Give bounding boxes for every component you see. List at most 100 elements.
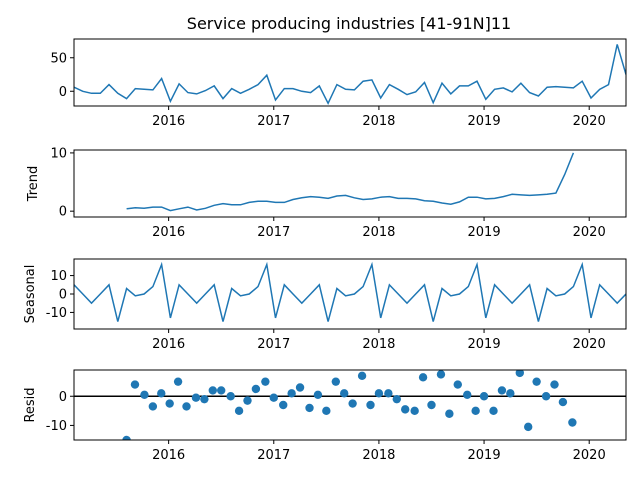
resid-point (200, 394, 209, 404)
y-tick-label: 10 (50, 146, 67, 161)
axes-frame (73, 149, 627, 218)
resid-point (217, 386, 226, 395)
resid-point (234, 406, 244, 416)
y-tick-label: 0 (59, 390, 67, 405)
x-tick-label: 2016 (152, 114, 185, 129)
resid-point (418, 373, 428, 382)
panels: 0 50 2016 2017 2018 2019 2020 0 10 2016 2017 2018 20… (23, 38, 627, 463)
resid-point (322, 406, 331, 416)
resid-point (182, 402, 191, 411)
y-tick-label: 0 (59, 288, 67, 303)
resid-point (226, 392, 235, 401)
resid-point (261, 377, 270, 386)
resid-point (157, 389, 166, 398)
resid-point (243, 396, 252, 405)
x-tick-label: 2019 (468, 225, 501, 240)
y-tick-label: 50 (50, 51, 67, 66)
resid-point (524, 422, 533, 432)
x-tick-label: 2017 (257, 114, 290, 129)
y-axis-label: Resid (23, 387, 38, 422)
plot-area (74, 370, 626, 440)
axes-frame (73, 258, 627, 330)
resid-point (269, 393, 278, 402)
resid-point (173, 377, 183, 386)
resid-point (130, 380, 140, 389)
resid-point (295, 383, 305, 392)
resid-point (305, 403, 314, 413)
resid-point (497, 386, 507, 395)
x-tick-label: 2017 (257, 337, 290, 352)
x-tick-label: 2017 (257, 448, 290, 463)
resid-point (348, 399, 357, 408)
resid-point (251, 384, 261, 394)
resid-point (489, 406, 498, 416)
trend-line (126, 152, 575, 212)
resid-point (392, 394, 401, 404)
chart-title: Service producing industries [41-91N]11 (187, 14, 511, 33)
resid-point (541, 392, 551, 401)
y-axis-label: Trend (26, 166, 41, 203)
y-axis-label: Seasonal (23, 265, 38, 324)
resid-point (479, 392, 489, 401)
y-tick-label: 0 (59, 85, 67, 100)
plot-area (126, 152, 575, 212)
y-tick-label: 10 (50, 269, 67, 284)
resid-point (550, 380, 559, 389)
x-tick-label: 2017 (257, 225, 290, 240)
resid-point (331, 377, 341, 386)
resid-point (568, 418, 577, 427)
x-tick-label: 2016 (152, 337, 185, 352)
resid-point (148, 402, 158, 411)
x-tick-label: 2018 (362, 114, 395, 129)
x-tick-label: 2020 (573, 448, 606, 463)
resid-point (453, 380, 462, 389)
x-tick-label: 2016 (152, 448, 185, 463)
seasonal-line (74, 261, 626, 322)
y-tick-label: -10 (46, 306, 67, 321)
resid-point (340, 389, 349, 398)
resid-point (279, 400, 288, 410)
resid-point (410, 406, 419, 416)
resid-point (357, 371, 367, 381)
resid-point (287, 389, 296, 398)
x-tick-label: 2018 (362, 225, 395, 240)
panel-seasonal: 10 0 -10 2016 2017 2018 2019 2020 Seasonal (23, 258, 627, 352)
x-tick-label: 2020 (573, 114, 606, 129)
resid-point (191, 393, 201, 402)
observed-line (74, 44, 626, 106)
plot-area (74, 261, 626, 322)
x-tick-label: 2019 (468, 448, 501, 463)
y-tick-label: -10 (46, 419, 67, 434)
resid-point (463, 390, 472, 399)
axes-frame (73, 38, 627, 107)
y-tick-label: 0 (59, 205, 67, 220)
panel-trend: 0 10 2016 2017 2018 2019 2020 Trend (26, 146, 627, 240)
x-tick-label: 2020 (573, 225, 606, 240)
x-tick-label: 2019 (468, 114, 501, 129)
plot-area (74, 44, 626, 106)
resid-point (558, 397, 568, 407)
resid-point (366, 400, 375, 410)
resid-point (208, 386, 217, 395)
resid-point (471, 406, 480, 416)
resid-point (122, 435, 131, 440)
resid-point (532, 377, 541, 386)
x-tick-label: 2018 (362, 337, 395, 352)
resid-point (313, 390, 323, 399)
panel-resid: 0 -10 2016 2017 2018 2019 2020 Resid (23, 369, 627, 463)
x-tick-label: 2019 (468, 337, 501, 352)
resid-point (436, 370, 446, 379)
x-tick-label: 2018 (362, 448, 395, 463)
resid-point (515, 370, 525, 378)
x-tick-label: 2020 (573, 337, 606, 352)
resid-point (445, 409, 454, 418)
axes-frame (73, 369, 627, 441)
resid-point (427, 400, 436, 410)
resid-point (374, 389, 384, 398)
resid-point (506, 389, 515, 398)
x-tick-label: 2016 (152, 225, 185, 240)
panel-observed: 0 50 2016 2017 2018 2019 2020 (50, 38, 627, 129)
resid-point (165, 399, 174, 408)
resid-point (384, 389, 393, 398)
